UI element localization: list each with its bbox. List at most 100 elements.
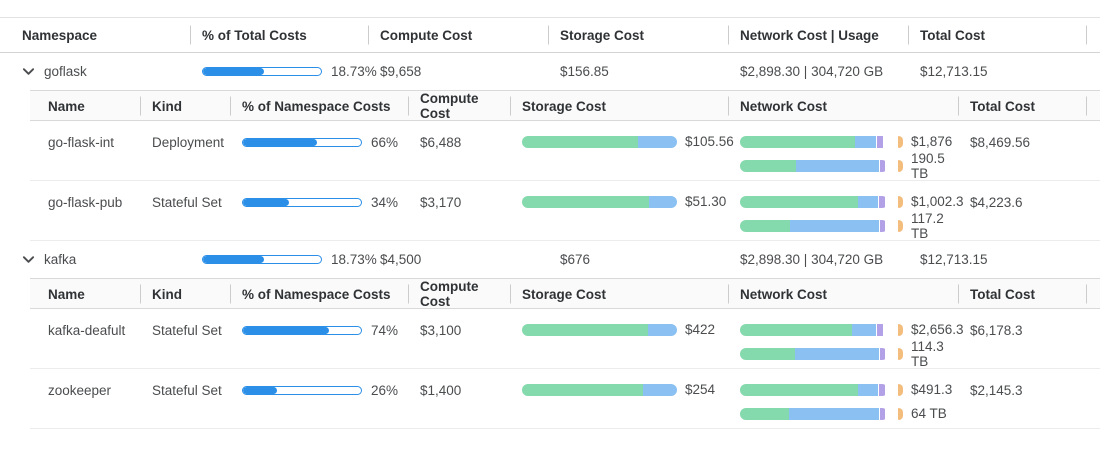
subtable-column-header: Kind	[140, 287, 230, 302]
column-header: Total Cost	[908, 28, 1100, 43]
compute-cost-value: $3,170	[420, 195, 462, 210]
workload-kind: Stateful Set	[152, 195, 222, 210]
column-header: % of Total Costs	[190, 28, 368, 43]
pct-total-cell: 18.73%	[190, 64, 377, 79]
subtable-column-header: Compute Cost	[408, 91, 510, 121]
bar-tip-orange	[898, 159, 903, 172]
progress-pill	[242, 386, 362, 395]
workload-row: go-flask-int Deployment 66% $6,488 $105.56 $1…	[30, 121, 1100, 181]
compute-cost-value: $6,488	[420, 135, 462, 150]
total-cost-cell-value: $12,713.15	[920, 252, 988, 267]
storage-cost-cell: $105.56	[510, 134, 734, 149]
header-edge-divider	[1086, 96, 1087, 115]
total-cost-value: $8,469.56	[970, 135, 1031, 150]
bar-segment-green	[740, 135, 856, 148]
network-cost-cell: $1,002.3 117.2 TB	[728, 194, 964, 241]
subtable-column-header: Storage Cost	[510, 287, 728, 302]
workload-name: go-flask-pub	[48, 195, 123, 210]
namespace-row: goflask 18.73% $9,658 $156.85 $2,898.30 | 30…	[0, 53, 1100, 90]
bar-segment-blue	[858, 383, 878, 396]
stacked-bar	[740, 347, 888, 360]
compute-cost-cell: $3,100	[408, 323, 510, 338]
bar-label: $491.3	[911, 382, 953, 397]
namespace-toggle[interactable]: goflask	[22, 64, 190, 79]
pct-total-bar: 18.73%	[202, 64, 377, 79]
storage-cost-bar: $51.30	[522, 194, 728, 209]
progress-pill-fill	[243, 139, 318, 146]
network-cost-bar: $1,002.3	[740, 194, 964, 209]
workload-kind: Stateful Set	[152, 323, 222, 338]
namespace-name: goflask	[44, 64, 87, 79]
bar-segment-blue	[788, 407, 880, 420]
pct-namespace-bar: 34%	[242, 195, 408, 210]
bar-label: $254	[685, 382, 716, 397]
bar-segment-blue	[796, 159, 880, 172]
workload-kind: Deployment	[152, 135, 225, 150]
workload-name-cell: kafka-deafult	[30, 323, 140, 338]
pct-namespace-cell: 34%	[230, 195, 408, 210]
subtable-column-header: Total Cost	[958, 287, 1100, 302]
stacked-bar	[740, 323, 888, 336]
chevron-down-icon	[22, 256, 35, 263]
bar-label: $51.30	[685, 194, 727, 209]
stacked-bar	[740, 383, 888, 396]
progress-label: 34%	[371, 195, 399, 210]
header-edge-divider	[1086, 284, 1087, 303]
namespace-cell: kafka	[0, 252, 190, 267]
bar-label: 190.5 TB	[911, 150, 945, 181]
bar-segment-green	[522, 195, 650, 208]
header-edge-divider	[1086, 25, 1087, 45]
total-cost-cell: $2,145.3	[958, 383, 1100, 398]
progress-label: 18.73%	[331, 252, 377, 267]
compute-cost-cell: $4,500	[368, 252, 548, 267]
workload-name-cell: go-flask-pub	[30, 195, 140, 210]
namespace-toggle[interactable]: kafka	[22, 252, 190, 267]
bar-segment-blue	[642, 383, 677, 396]
column-header: Network Cost | Usage	[728, 28, 908, 43]
progress-pill	[202, 255, 322, 264]
subtable-column-header: Network Cost	[728, 99, 958, 114]
total-cost-cell-value: $12,713.15	[920, 64, 988, 79]
compute-cost-cell: $3,170	[408, 195, 510, 210]
compute-cost-cell: $1,400	[408, 383, 510, 398]
network-cost-bar: $1,876	[740, 134, 958, 149]
bar-segment-green	[522, 383, 643, 396]
network-cost-cell: $2,656.3 114.3 TB	[728, 322, 964, 369]
stacked-bar	[522, 323, 677, 336]
progress-pill-fill	[243, 387, 278, 394]
bar-segment-purple	[880, 219, 885, 232]
bar-tip-orange	[898, 135, 903, 148]
bar-segment-purple	[877, 135, 884, 148]
total-cost-value: $6,178.3	[970, 323, 1023, 338]
progress-pill-fill	[243, 327, 330, 334]
pct-namespace-bar: 66%	[242, 135, 408, 150]
subtable-column-header: Kind	[140, 99, 230, 114]
bar-tip-orange	[898, 323, 903, 336]
stacked-bar	[740, 219, 888, 232]
bar-segment-blue	[790, 219, 880, 232]
column-header: Compute Cost	[368, 28, 548, 43]
progress-pill	[242, 198, 362, 207]
pct-namespace-bar: 26%	[242, 383, 408, 398]
bar-label: $1,876	[911, 134, 953, 149]
compute-cost-value: $1,400	[420, 383, 462, 398]
storage-cost-cell: $51.30	[510, 194, 728, 209]
workload-name-cell: go-flask-int	[30, 135, 140, 150]
subtable-column-header: Name	[48, 98, 85, 114]
progress-pill	[202, 67, 322, 76]
total-cost-cell: $12,713.15	[908, 64, 1100, 79]
subtable-column-header: Storage Cost	[510, 99, 728, 114]
subtable-column-header: Network Cost	[728, 287, 958, 302]
stacked-bar	[740, 195, 888, 208]
progress-label: 26%	[371, 383, 399, 398]
bar-segment-purple	[878, 195, 885, 208]
bar-tip-orange	[898, 195, 903, 208]
subtable-column-header: Total Cost	[958, 99, 1100, 114]
compute-cost-cell: $9,658	[368, 64, 548, 79]
compute-cost-cell-value: $4,500	[380, 252, 422, 267]
storage-cost-cell: $254	[510, 382, 728, 397]
subtable-header-row: Name Kind% of Namespace Costs Compute Cost…	[30, 278, 1100, 309]
bar-segment-purple	[877, 323, 884, 336]
chevron-down-icon	[22, 68, 35, 75]
bar-label: 114.3 TB	[911, 338, 944, 369]
